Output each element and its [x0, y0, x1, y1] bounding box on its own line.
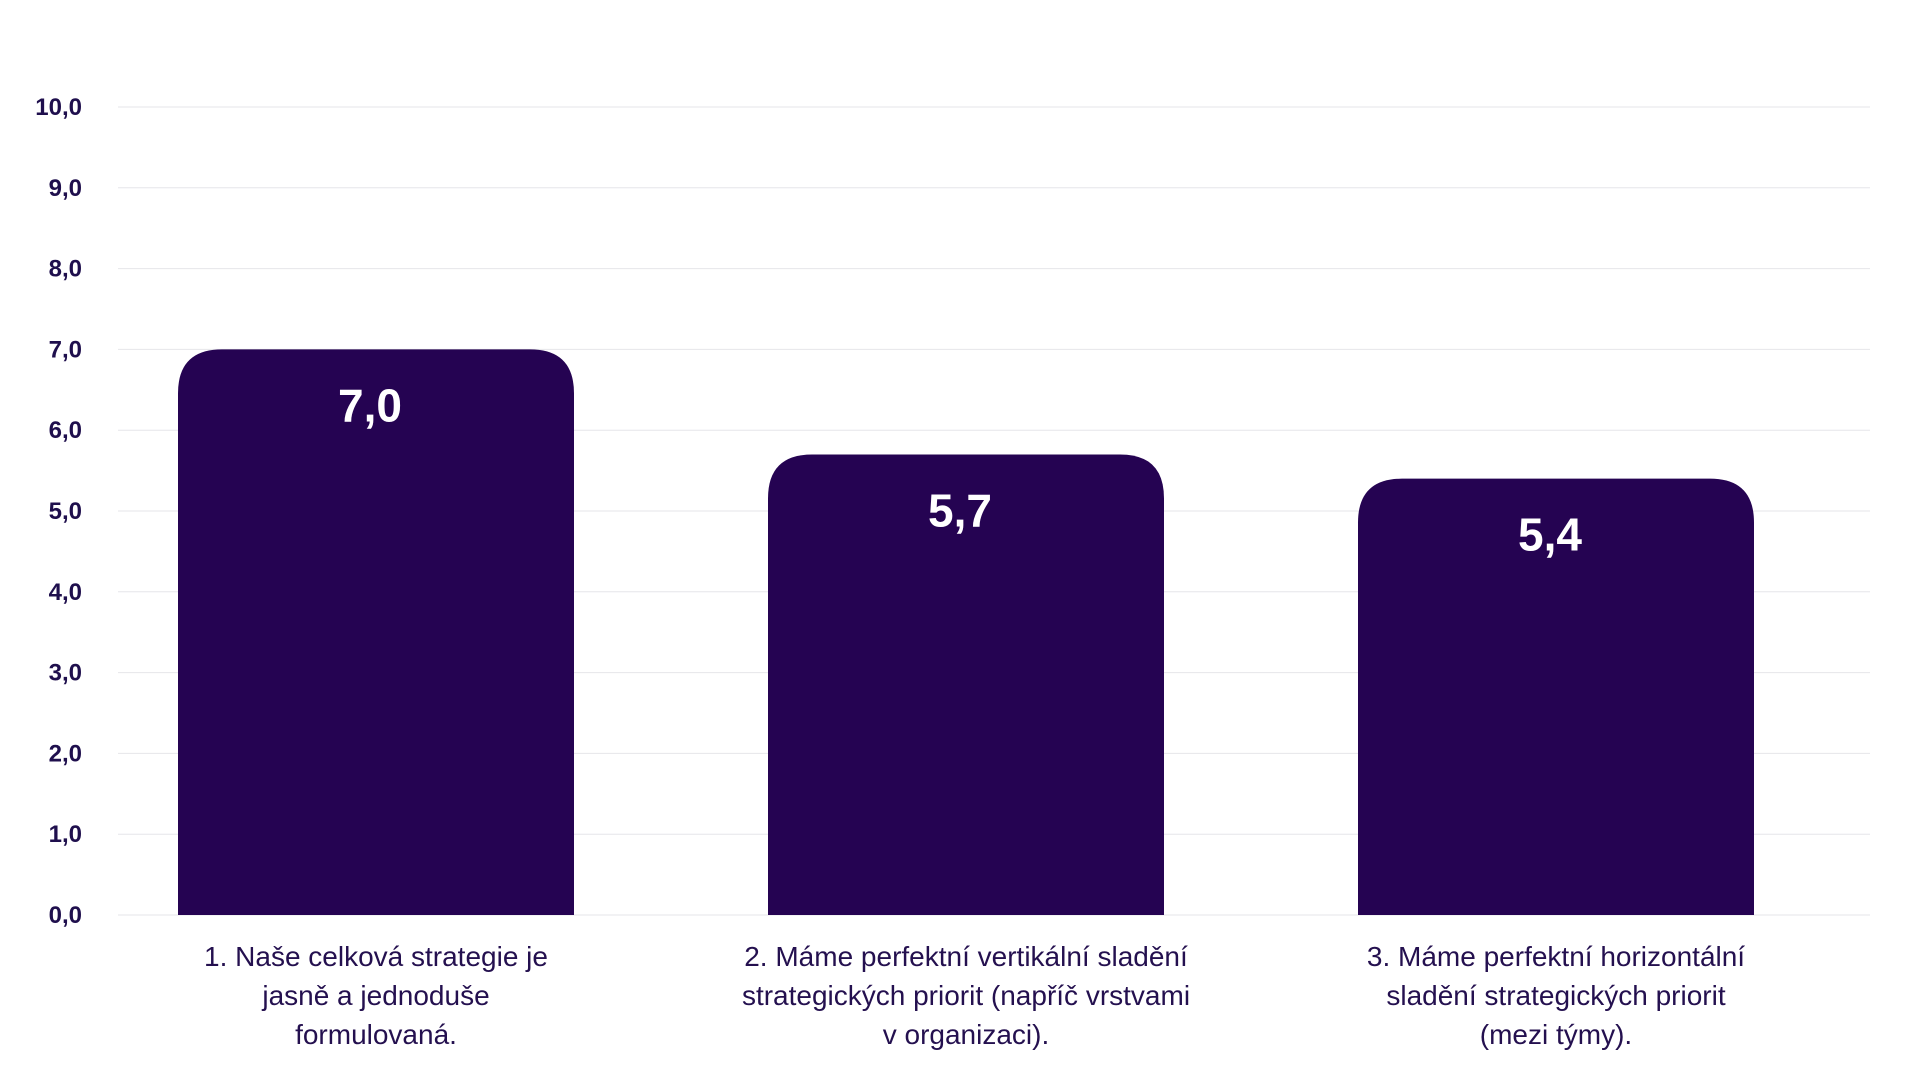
category-label: 2. Máme perfektní vertikální sladění stra… [742, 941, 1190, 1050]
bar-value-label: 5,7 [928, 484, 992, 536]
category-label-line: 1. Naše celková strategie je [204, 941, 548, 972]
bar [1358, 478, 1754, 915]
category-label-line: jasně a jednoduše [261, 980, 489, 1011]
y-tick-label: 3,0 [49, 660, 82, 687]
bar-value-label: 5,4 [1518, 509, 1582, 561]
category-label-line: 3. Máme perfektní horizontální [1367, 941, 1745, 972]
y-tick-label: 0,0 [49, 902, 82, 929]
bar-value-label: 7,0 [338, 379, 402, 431]
category-label-line: strategických priorit (napříč vrstvami [742, 980, 1190, 1011]
y-tick-label: 8,0 [49, 256, 82, 283]
category-label: 3. Máme perfektní horizontální sladění st… [1367, 941, 1745, 1050]
y-tick-label: 7,0 [49, 336, 82, 363]
y-tick-label: 2,0 [49, 740, 82, 767]
category-label-line: sladění strategických priorit [1386, 980, 1725, 1011]
y-tick-label: 9,0 [49, 175, 82, 202]
y-tick-label: 4,0 [49, 579, 82, 606]
y-axis-tick-labels: 0,0 1,0 2,0 3,0 4,0 5,0 6,0 7,0 8,0 9,0 10,0 [35, 94, 82, 929]
bar [178, 349, 574, 915]
category-label-line: formulovaná. [295, 1019, 457, 1050]
y-tick-label: 6,0 [49, 417, 82, 444]
category-label-line: v organizaci). [883, 1019, 1050, 1050]
category-label-line: 2. Máme perfektní vertikální sladění [744, 941, 1188, 972]
bar [768, 454, 1164, 915]
bar-value-labels: 7,0 5,7 5,4 [338, 379, 1582, 560]
category-labels: 1. Naše celková strategie je jasně a jedn… [204, 941, 1745, 1050]
y-tick-label: 1,0 [49, 821, 82, 848]
y-tick-label: 10,0 [35, 94, 82, 121]
bars [178, 349, 1754, 915]
category-label: 1. Naše celková strategie je jasně a jedn… [204, 941, 548, 1050]
y-tick-label: 5,0 [49, 498, 82, 525]
category-label-line: (mezi týmy). [1480, 1019, 1632, 1050]
